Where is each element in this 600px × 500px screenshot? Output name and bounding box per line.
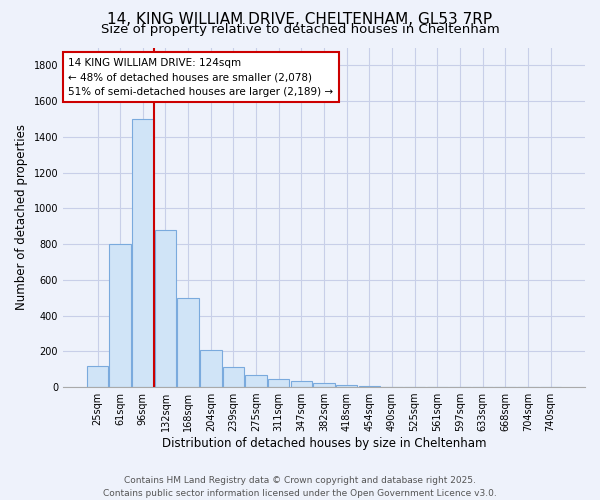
X-axis label: Distribution of detached houses by size in Cheltenham: Distribution of detached houses by size … xyxy=(162,437,486,450)
Text: Contains HM Land Registry data © Crown copyright and database right 2025.
Contai: Contains HM Land Registry data © Crown c… xyxy=(103,476,497,498)
Text: Size of property relative to detached houses in Cheltenham: Size of property relative to detached ho… xyxy=(101,22,499,36)
Bar xyxy=(87,366,108,387)
Bar xyxy=(313,382,335,387)
Bar xyxy=(336,386,358,387)
Bar xyxy=(381,386,403,387)
Bar xyxy=(245,376,267,387)
Bar xyxy=(178,298,199,387)
Text: 14 KING WILLIAM DRIVE: 124sqm
← 48% of detached houses are smaller (2,078)
51% o: 14 KING WILLIAM DRIVE: 124sqm ← 48% of d… xyxy=(68,58,334,98)
Bar xyxy=(359,386,380,387)
Y-axis label: Number of detached properties: Number of detached properties xyxy=(15,124,28,310)
Bar xyxy=(200,350,221,387)
Text: 14, KING WILLIAM DRIVE, CHELTENHAM, GL53 7RP: 14, KING WILLIAM DRIVE, CHELTENHAM, GL53… xyxy=(107,12,493,28)
Bar xyxy=(155,230,176,387)
Bar xyxy=(290,381,312,387)
Bar xyxy=(109,244,131,387)
Bar xyxy=(132,119,154,387)
Bar xyxy=(223,368,244,387)
Bar xyxy=(268,379,289,387)
